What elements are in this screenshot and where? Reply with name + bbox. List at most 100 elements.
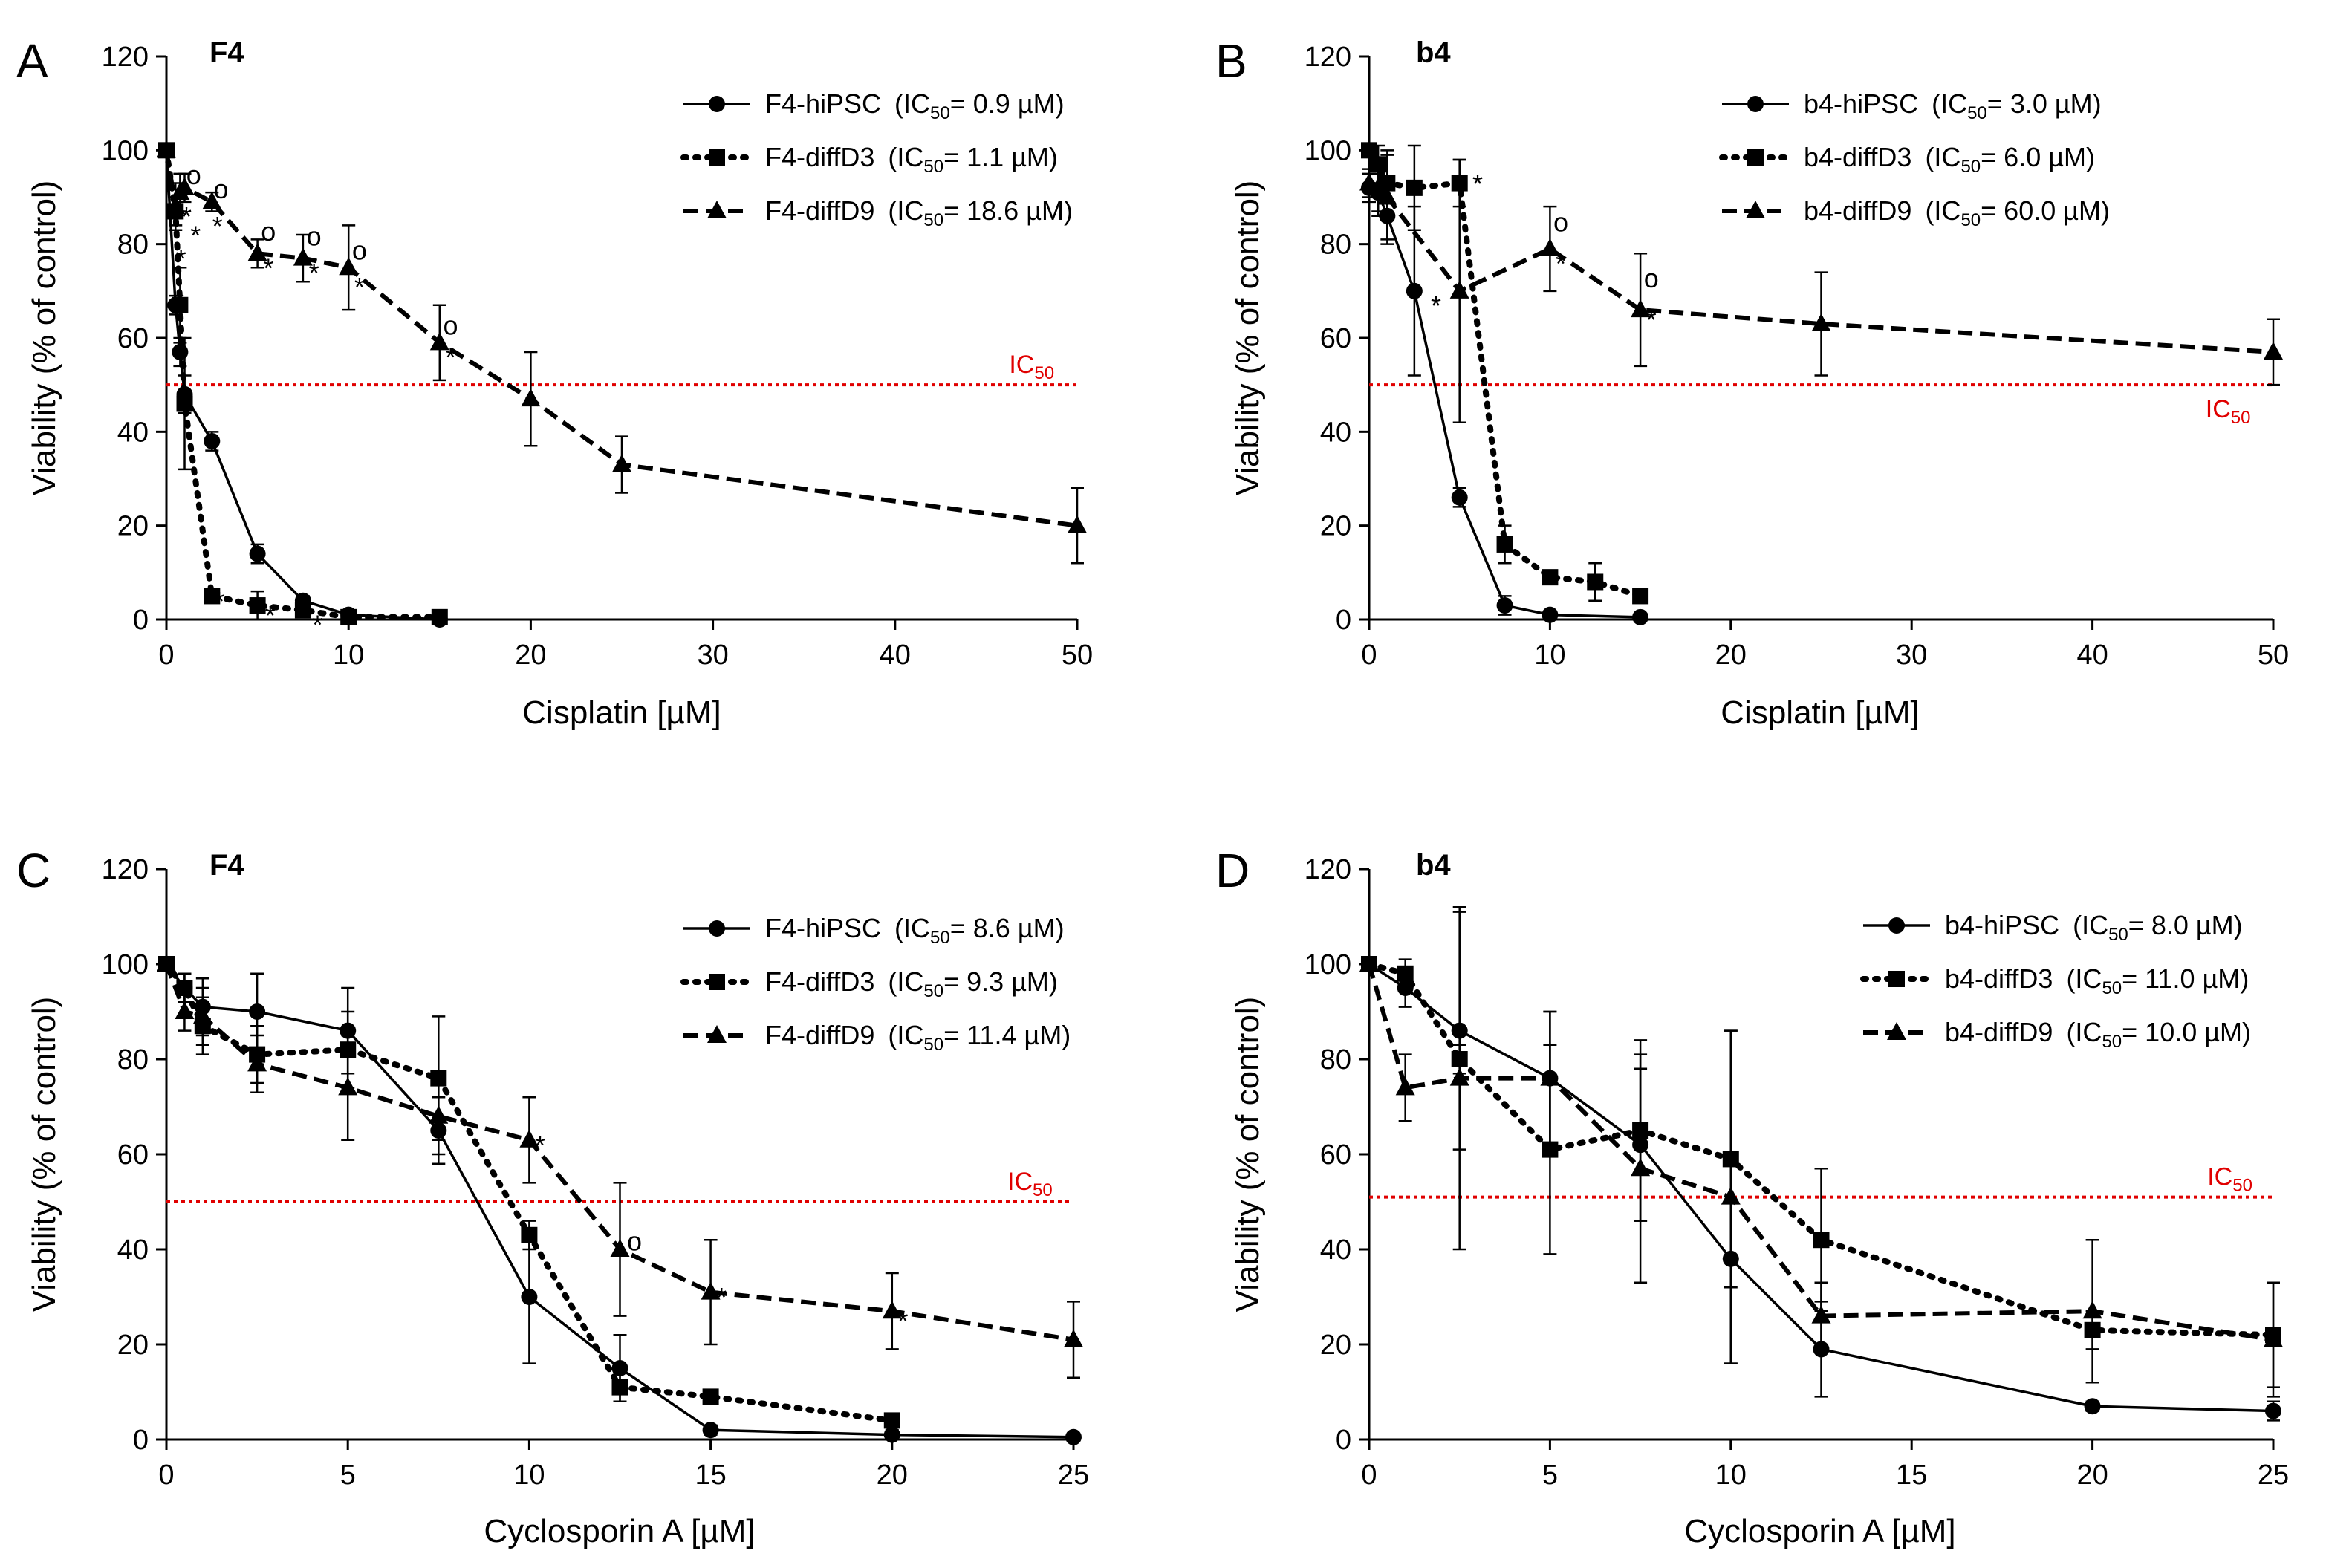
legend-marker bbox=[1887, 1022, 1906, 1040]
y-axis-label: Viability (% of control) bbox=[1229, 997, 1266, 1312]
data-point bbox=[247, 243, 267, 261]
x-tick-label: 15 bbox=[695, 1460, 726, 1491]
x-tick-label: 0 bbox=[1361, 1460, 1377, 1491]
ic50-label-subscript: 50 bbox=[1033, 1180, 1053, 1200]
legend-label: b4-hiPSC (IC50= 3.0 µM) bbox=[1804, 88, 2102, 123]
legend-ic-prefix: (IC bbox=[888, 1020, 923, 1050]
legend-ic-subscript: 50 bbox=[2102, 978, 2122, 998]
ic50-label: IC50 bbox=[1007, 1168, 1053, 1200]
legend-ic-prefix: (IC bbox=[2066, 1017, 2102, 1047]
y-axis-label: Viability (% of control) bbox=[1229, 180, 1266, 496]
significance-circle: o bbox=[352, 235, 367, 265]
significance-star: * bbox=[212, 211, 223, 241]
legend-entry: F4-hiPSC (IC50= 8.6 µM) bbox=[683, 913, 1065, 948]
data-point bbox=[2264, 1329, 2283, 1347]
series-triangle bbox=[157, 140, 1087, 565]
data-point bbox=[249, 597, 266, 614]
legend-entry: b4-diffD9 (IC50= 60.0 µM) bbox=[1722, 195, 2110, 230]
data-point bbox=[1540, 238, 1560, 256]
data-point bbox=[166, 196, 186, 215]
y-tick-label: 120 bbox=[1305, 42, 1351, 73]
significance-circle: o bbox=[186, 160, 201, 190]
data-point bbox=[883, 1426, 900, 1443]
legend-marker bbox=[1888, 971, 1905, 987]
data-point bbox=[1496, 597, 1513, 614]
panel-title: b4 bbox=[1416, 36, 1451, 69]
y-tick-label: 60 bbox=[117, 1139, 149, 1171]
significance-star: * bbox=[535, 1130, 545, 1160]
significance-star: * bbox=[313, 610, 323, 640]
y-tick-label: 40 bbox=[1320, 417, 1351, 448]
legend-label: b4-diffD9 (IC50= 10.0 µM) bbox=[1945, 1017, 2251, 1052]
panel-letter: B bbox=[1215, 34, 1247, 88]
significance-circle: o bbox=[214, 174, 229, 204]
ic50-label-subscript: 50 bbox=[2231, 408, 2251, 428]
legend-ic-equals: = bbox=[943, 142, 967, 172]
ic50-label: IC50 bbox=[2206, 395, 2251, 428]
data-point bbox=[1377, 186, 1397, 205]
data-point bbox=[1064, 1329, 1083, 1347]
data-point bbox=[294, 602, 311, 619]
legend-ic-value: 9.3 µM bbox=[967, 966, 1049, 997]
data-point bbox=[176, 395, 193, 412]
x-tick-label: 20 bbox=[877, 1460, 908, 1491]
data-point bbox=[1587, 573, 1604, 591]
legend-ic-prefix: (IC bbox=[1925, 195, 1960, 226]
x-axis-label: Cisplatin [µM] bbox=[522, 694, 721, 731]
y-axis-label: Viability (% of control) bbox=[26, 997, 62, 1312]
legend-ic-prefix: (IC bbox=[888, 195, 923, 226]
data-point bbox=[2265, 1402, 2281, 1419]
y-tick-label: 80 bbox=[1320, 1044, 1351, 1076]
y-tick-label: 100 bbox=[102, 135, 149, 166]
legend-ic-equals: = bbox=[2128, 910, 2151, 940]
legend-entry: b4-diffD9 (IC50= 10.0 µM) bbox=[1863, 1017, 2251, 1052]
legend-label: b4-diffD3 (IC50= 6.0 µM) bbox=[1804, 142, 2095, 177]
data-point bbox=[1395, 1077, 1415, 1096]
x-tick-label: 50 bbox=[2258, 640, 2289, 671]
data-point bbox=[1721, 1186, 1741, 1205]
legend-ic-subscript: 50 bbox=[1967, 103, 1987, 123]
data-point bbox=[1359, 954, 1379, 972]
x-axis-label: Cyclosporin A [µM] bbox=[1684, 1513, 1955, 1549]
legend-label: b4-hiPSC (IC50= 8.0 µM) bbox=[1945, 910, 2243, 945]
data-point bbox=[1361, 142, 1377, 159]
legend-ic-equals: = bbox=[1981, 195, 2004, 226]
x-tick-label: 15 bbox=[1896, 1460, 1927, 1491]
significance-star: * bbox=[1646, 305, 1657, 335]
data-point bbox=[1449, 1067, 1469, 1086]
legend-series-name: b4-diffD3 bbox=[1945, 963, 2053, 994]
data-point bbox=[702, 1388, 719, 1405]
y-tick-label: 20 bbox=[1320, 1330, 1351, 1361]
significance-circle: o bbox=[1553, 206, 1568, 237]
x-tick-label: 20 bbox=[1715, 640, 1747, 671]
legend-series-name: F4-diffD9 bbox=[765, 195, 874, 226]
legend-ic-subscript: 50 bbox=[923, 157, 943, 177]
x-tick-label: 30 bbox=[697, 640, 728, 671]
data-point bbox=[192, 1006, 212, 1024]
data-point bbox=[1632, 608, 1649, 625]
legend-label: F4-diffD9 (IC50= 11.4 µM) bbox=[765, 1020, 1071, 1055]
y-axis-label: Viability (% of control) bbox=[26, 180, 62, 496]
y-tick-label: 0 bbox=[133, 1425, 149, 1456]
data-point bbox=[611, 1379, 628, 1396]
significance-star: * bbox=[214, 586, 224, 617]
legend-ic-prefix: (IC bbox=[1925, 142, 1960, 172]
x-tick-label: 25 bbox=[2258, 1460, 2289, 1491]
data-point bbox=[247, 1053, 267, 1072]
legend-ic-close: ) bbox=[2086, 142, 2095, 172]
x-tick-label: 5 bbox=[1542, 1460, 1558, 1491]
data-point bbox=[429, 1105, 449, 1124]
y-tick-label: 80 bbox=[1320, 230, 1351, 261]
significance-star: * bbox=[309, 258, 319, 288]
legend-ic-prefix: (IC bbox=[894, 88, 930, 119]
legend-label: b4-diffD9 (IC50= 60.0 µM) bbox=[1804, 195, 2110, 230]
legend-ic-value: 1.1 µM bbox=[967, 142, 1049, 172]
legend-ic-close: ) bbox=[1064, 195, 1073, 226]
legend-marker bbox=[707, 201, 727, 218]
series-line bbox=[164, 963, 1074, 1342]
y-tick-label: 40 bbox=[117, 1234, 149, 1266]
data-point bbox=[882, 1301, 902, 1319]
legend-series-name: b4-hiPSC bbox=[1804, 88, 1918, 119]
